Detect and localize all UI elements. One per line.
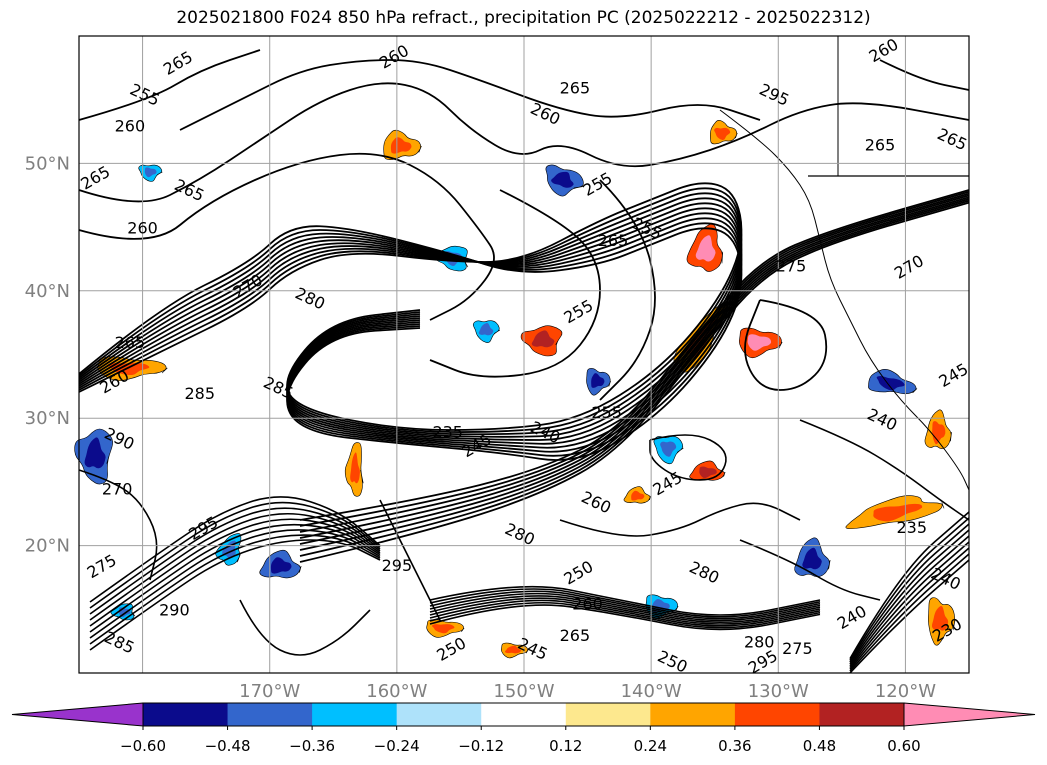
contour-label: 265 <box>115 333 146 352</box>
latitude-tick-label: 20°N <box>25 536 70 557</box>
colorbar-tick-label: −0.24 <box>374 737 420 755</box>
colorbar-segment <box>819 703 905 726</box>
colorbar-extend-low <box>11 702 144 727</box>
contour-label: 295 <box>382 556 413 575</box>
contour-label: 265 <box>560 78 591 97</box>
contour-label: 260 <box>572 594 603 613</box>
contour-label: 255 <box>591 403 622 422</box>
latitude-tick-label: 40°N <box>25 281 70 302</box>
contour-label: 235 <box>897 518 928 537</box>
colorbar-segment <box>734 703 820 726</box>
longitude-tick-labels: 170°W 160°W 150°W 140°W 130°W 120°W <box>239 681 936 702</box>
colorbar-segment <box>143 703 229 726</box>
colorbar-tick-label: 0.36 <box>718 737 751 755</box>
chart-title: 2025021800 F024 850 hPa refract., precip… <box>176 8 871 28</box>
contour-label: 260 <box>127 218 158 237</box>
longitude-tick-label: 140°W <box>621 681 682 702</box>
colorbar-tick-label: 0.12 <box>549 737 582 755</box>
colorbar-segment <box>481 703 567 726</box>
contour-label: 265 <box>560 626 591 645</box>
contour-label: 235 <box>432 422 463 441</box>
contour-label: 260 <box>115 117 146 136</box>
colorbar-segment <box>396 703 482 726</box>
colorbar-tick-label: 0.48 <box>803 737 836 755</box>
colorbar-tick-label: −0.36 <box>289 737 335 755</box>
longitude-tick-label: 150°W <box>493 681 554 702</box>
colorbar-frame <box>142 702 905 727</box>
latitude-tick-label: 30°N <box>25 408 70 429</box>
contour-label: 285 <box>185 384 216 403</box>
colorbar-segment <box>565 703 651 726</box>
longitude-tick-label: 130°W <box>748 681 809 702</box>
latitude-tick-labels: 50°N 40°N 30°N 20°N <box>25 153 70 556</box>
contour-label: 275 <box>782 639 813 658</box>
contour-label: 270 <box>102 480 133 499</box>
map-frame <box>78 35 970 674</box>
colorbar-tick-label: −0.60 <box>120 737 166 755</box>
colorbar-segment <box>650 703 736 726</box>
colorbar-segment <box>312 703 398 726</box>
colorbar-tick-label: −0.12 <box>458 737 504 755</box>
graticule <box>79 36 969 673</box>
contour-label: 280 <box>744 633 775 652</box>
contour-label: 290 <box>159 601 190 620</box>
longitude-tick-label: 170°W <box>239 681 300 702</box>
colorbar-tick-label: −0.48 <box>205 737 251 755</box>
colorbar-segment <box>227 703 313 726</box>
contour-label: 275 <box>776 257 807 276</box>
coastlines <box>719 36 970 491</box>
colorbar-tick-label: 0.60 <box>887 737 920 755</box>
colorbar-extend-high <box>903 702 1036 727</box>
longitude-tick-label: 160°W <box>366 681 427 702</box>
refractivity-contours <box>78 49 970 674</box>
longitude-tick-label: 120°W <box>875 681 936 702</box>
contour-label: 265 <box>865 136 896 155</box>
latitude-tick-label: 50°N <box>25 153 70 174</box>
contour-label: 265 <box>598 231 629 250</box>
colorbar-tick-label: 0.24 <box>634 737 667 755</box>
